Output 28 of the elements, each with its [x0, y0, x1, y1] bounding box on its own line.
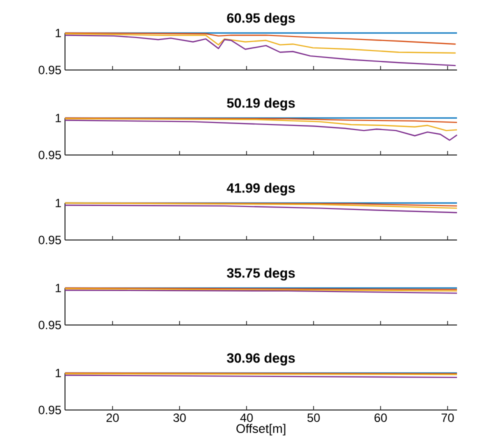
- line-series: [64, 34, 456, 66]
- y-tick-label: 0.95: [38, 150, 61, 160]
- chart-title: 30.96 degs: [226, 352, 295, 366]
- chart-title: 50.19 degs: [227, 98, 295, 110]
- x-tick-label: 30: [173, 414, 186, 422]
- y-tick-label: 0.95: [38, 320, 61, 330]
- x-tick-label: 60: [374, 414, 387, 422]
- y-tick-label: 1: [56, 28, 61, 38]
- chart-title: 41.99 degs: [226, 182, 295, 196]
- y-tick-label: 0.95: [38, 236, 61, 244]
- line-series: [64, 120, 458, 141]
- y-tick-label: 0.95: [38, 406, 61, 414]
- x-tick-label: 70: [442, 414, 454, 422]
- chart-title: 35.75 degs: [226, 268, 295, 280]
- y-tick-label: 1: [56, 368, 61, 378]
- line-series: [64, 32, 456, 45]
- x-tick-label: 40: [240, 414, 253, 422]
- chart-title: 60.95 degs: [227, 12, 295, 26]
- y-tick-label: 0.95: [38, 66, 61, 74]
- y-tick-label: 1: [56, 284, 61, 292]
- line-series: [64, 118, 458, 132]
- y-tick-label: 1: [56, 198, 61, 208]
- x-tick-label: 50: [307, 414, 320, 422]
- x-axis-title: Offset[m]: [236, 424, 286, 436]
- y-tick-label: 1: [56, 114, 61, 122]
- line-series: [64, 33, 456, 54]
- x-tick-label: 20: [106, 414, 119, 422]
- line-series: [64, 204, 458, 214]
